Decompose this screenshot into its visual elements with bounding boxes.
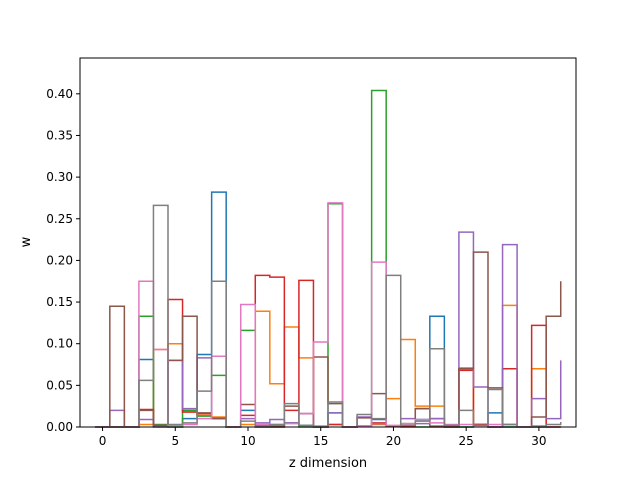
x-tick-label: 15 bbox=[313, 434, 328, 448]
x-tick-label: 30 bbox=[531, 434, 546, 448]
y-axis: 0.00 0.05 0.10 0.15 0.20 0.25 0.30 0.35 0.40 bbox=[46, 87, 80, 434]
series-6-step-line bbox=[95, 251, 562, 428]
x-tick-label: 10 bbox=[240, 434, 255, 448]
y-tick-label: 0.25 bbox=[46, 212, 73, 226]
x-tick-label: 20 bbox=[386, 434, 401, 448]
x-tick-label: 25 bbox=[459, 434, 474, 448]
y-tick-label: 0.40 bbox=[46, 87, 73, 101]
x-axis: 0 5 10 15 20 25 30 bbox=[99, 427, 547, 448]
series-8-step-line bbox=[95, 204, 562, 428]
y-tick-label: 0.35 bbox=[46, 128, 73, 142]
y-tick-label: 0.20 bbox=[46, 253, 73, 267]
y-tick-label: 0.05 bbox=[46, 378, 73, 392]
y-tick-label: 0.10 bbox=[46, 337, 73, 351]
y-axis-label: w bbox=[19, 236, 34, 247]
y-tick-label: 0.00 bbox=[46, 420, 73, 434]
x-tick-label: 0 bbox=[99, 434, 107, 448]
x-axis-label: z dimension bbox=[289, 456, 367, 471]
x-tick-label: 5 bbox=[171, 434, 179, 448]
y-tick-label: 0.30 bbox=[46, 170, 73, 184]
y-tick-label: 0.15 bbox=[46, 295, 73, 309]
plot-frame bbox=[79, 57, 577, 428]
